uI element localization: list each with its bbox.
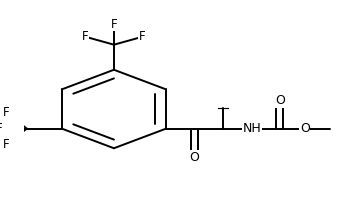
Text: F: F bbox=[3, 106, 10, 119]
Text: F: F bbox=[82, 30, 89, 43]
Text: F: F bbox=[3, 138, 10, 152]
Text: O: O bbox=[189, 151, 199, 164]
Text: F: F bbox=[111, 18, 117, 31]
Text: F: F bbox=[0, 122, 3, 135]
Text: O: O bbox=[300, 122, 310, 135]
Text: NH: NH bbox=[243, 122, 262, 135]
Text: F: F bbox=[139, 30, 146, 43]
Text: O: O bbox=[275, 94, 285, 107]
